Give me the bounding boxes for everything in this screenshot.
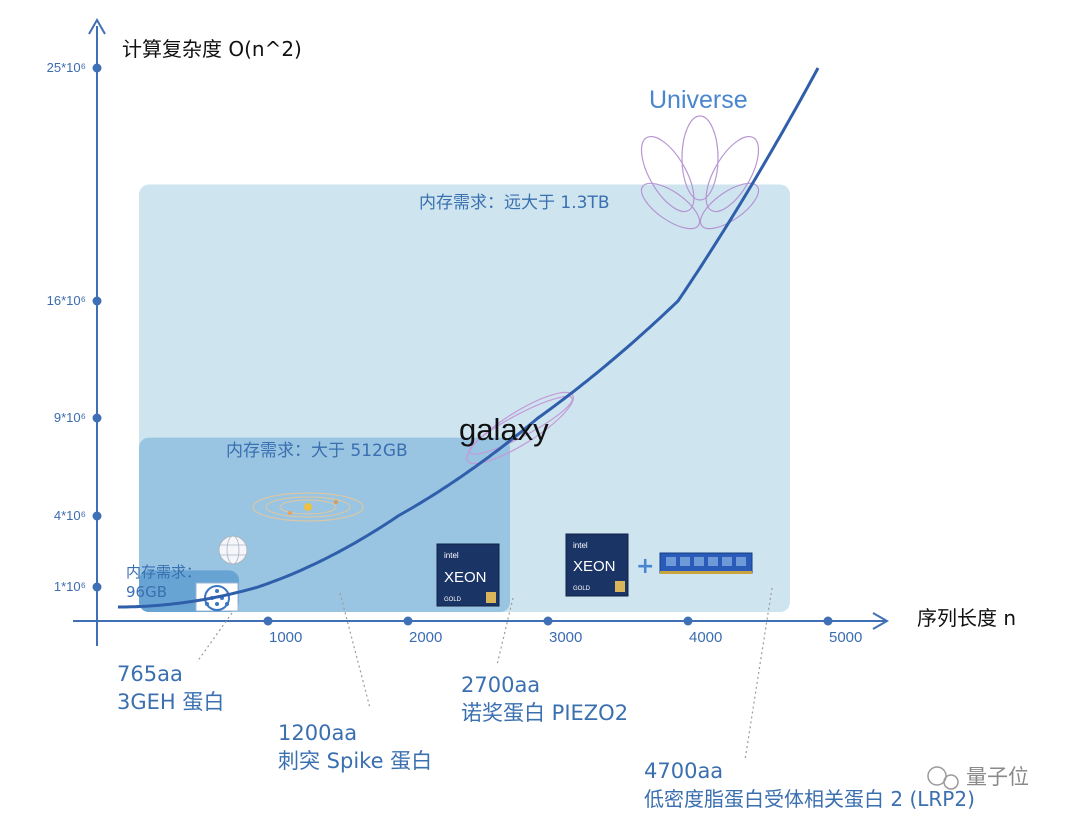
- plus-sign: +: [636, 554, 654, 579]
- protein-4700-length: 4700aa: [644, 759, 723, 783]
- watermark-text: 量子位: [966, 765, 1029, 789]
- protein-1200-name: 刺突 Spike 蛋白: [278, 749, 432, 773]
- memory-module-icon: [659, 552, 753, 574]
- protein-765-length: 765aa: [117, 662, 183, 686]
- chip-tier-label: GOLD: [444, 597, 462, 603]
- y-tick-marker: [92, 511, 102, 521]
- protein-4700-name: 低密度脂蛋白受体相关蛋白 2 (LRP2): [644, 787, 975, 811]
- x-tick-marker: [683, 616, 693, 626]
- universe-label: Universe: [649, 86, 748, 114]
- chip-brand-label: intel: [444, 551, 459, 560]
- y-axis: [88, 17, 106, 646]
- x-axis-title: 序列长度 n: [917, 606, 1016, 630]
- galaxy-label: galaxy: [459, 412, 549, 447]
- chip-product-label: XEON: [444, 569, 487, 586]
- xeon-chip-1: intel XEON GOLD: [436, 543, 500, 607]
- memory-label-large: 内存需求：远大于 1.3TB: [419, 193, 610, 213]
- memory-label-small-line1: 内存需求：: [126, 563, 201, 581]
- solar-system-illustration: [252, 492, 364, 522]
- x-tick-label: 5000: [829, 629, 862, 646]
- y-tick-marker: [92, 296, 102, 306]
- galaxy-illustration: [466, 391, 574, 465]
- protein-765-name: 3GEH 蛋白: [117, 690, 224, 714]
- x-axis-ticks: 1000 2000 3000 4000 5000: [263, 616, 862, 646]
- x-tick-marker: [263, 616, 273, 626]
- chip-brand-label: intel: [573, 541, 588, 550]
- globe-icon: [218, 535, 248, 565]
- chip-tier-label: GOLD: [573, 586, 591, 592]
- y-tick-marker: [92, 582, 102, 592]
- x-tick-label: 1000: [269, 629, 302, 646]
- protein-cell-icon: [195, 582, 239, 612]
- x-tick-marker: [823, 616, 833, 626]
- xeon-chip-2: intel XEON GOLD: [565, 533, 629, 597]
- y-tick-label: 16*10⁶: [47, 293, 86, 308]
- x-tick-label: 3000: [549, 629, 582, 646]
- x-tick-label: 2000: [409, 629, 442, 646]
- y-tick-marker: [92, 413, 102, 423]
- memory-region-1: [139, 437, 510, 612]
- x-axis: [73, 612, 890, 630]
- x-tick-marker: [403, 616, 413, 626]
- y-tick-label: 25*10⁶: [47, 60, 86, 75]
- y-axis-title: 计算复杂度 O(n^2): [122, 37, 302, 61]
- watermark: 量子位: [927, 765, 1029, 790]
- protein-2700-name: 诺奖蛋白 PIEZO2: [461, 701, 628, 725]
- memory-label-small-line2: 96GB: [126, 583, 167, 601]
- protein-1200-length: 1200aa: [278, 721, 357, 745]
- protein-2700-length: 2700aa: [461, 673, 540, 697]
- protein-leader-lines: [196, 587, 773, 761]
- complexity-curve: [118, 67, 820, 609]
- y-tick-label: 9*10⁶: [54, 410, 86, 425]
- x-tick-label: 4000: [689, 629, 722, 646]
- memory-label-medium: 内存需求：大于 512GB: [226, 441, 408, 461]
- memory-regions: [139, 184, 790, 612]
- y-tick-label: 4*10⁶: [54, 508, 86, 523]
- x-tick-marker: [543, 616, 553, 626]
- chip-product-label: XEON: [573, 558, 616, 575]
- y-axis-ticks: 1*10⁶ 4*10⁶ 9*10⁶ 16*10⁶ 25*10⁶: [47, 60, 102, 594]
- universe-illustration: [640, 115, 760, 230]
- y-tick-label: 1*10⁶: [54, 579, 86, 594]
- y-tick-marker: [92, 63, 102, 73]
